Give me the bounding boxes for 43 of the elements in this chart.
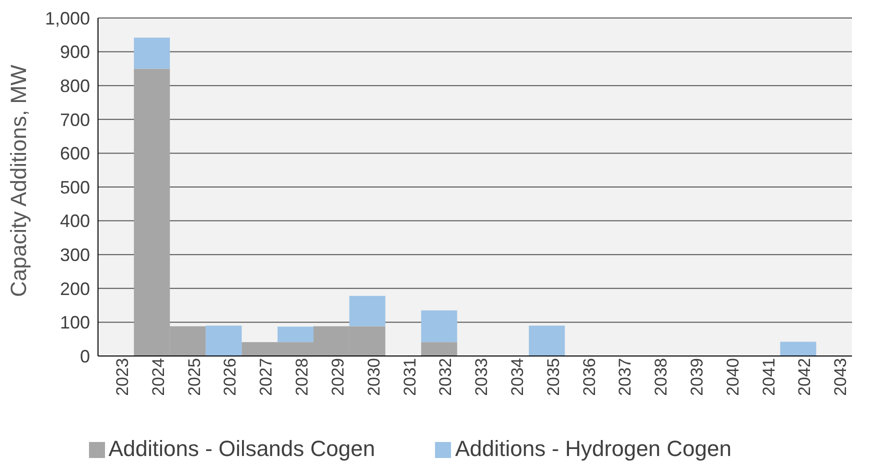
bar [206, 326, 242, 356]
bar [421, 342, 458, 356]
bar [528, 326, 565, 356]
y-tick-label: 700 [60, 110, 90, 130]
x-tick-label: 2042 [795, 358, 814, 396]
x-tick-label: 2036 [580, 358, 599, 396]
y-tick-label: 300 [60, 244, 90, 265]
x-tick-label: 2024 [148, 358, 168, 396]
x-tick-label: 2026 [220, 358, 240, 396]
bar [278, 326, 314, 342]
y-tick-label: 500 [60, 177, 90, 198]
bar [780, 342, 816, 356]
x-tick-label: 2039 [688, 358, 706, 396]
y-tick-label: 200 [60, 278, 90, 299]
x-tick-label: 2025 [184, 358, 204, 396]
y-tick-label: 0 [80, 346, 90, 366]
bar [349, 296, 386, 326]
x-tick-label: 2031 [400, 358, 420, 396]
bar [421, 310, 458, 342]
x-tick-label: 2029 [328, 358, 348, 396]
x-tick-label: 2043 [831, 358, 850, 396]
x-tick-label: 2041 [759, 358, 778, 396]
x-tick-label: 2040 [723, 358, 742, 396]
x-tick-label: 2027 [256, 358, 276, 396]
x-tick-label: 2037 [616, 358, 635, 396]
x-tick-label: 2032 [436, 358, 456, 396]
y-tick-label: 600 [60, 144, 90, 164]
x-tick-label: 2028 [292, 358, 312, 396]
y-tick-label: 800 [60, 76, 90, 96]
y-tick-label: 100 [60, 312, 90, 333]
x-tick-label: 2035 [544, 358, 563, 396]
y-axis-title: Capacity Additions, MW [6, 64, 31, 297]
y-tick-label: 1,000 [44, 8, 90, 28]
x-tick-label: 2023 [113, 358, 132, 396]
x-tick-label: 2030 [364, 358, 384, 396]
x-tick-label: 2033 [472, 358, 492, 396]
y-tick-label: 400 [60, 211, 90, 232]
x-tick-label: 2038 [652, 358, 671, 396]
bar [134, 38, 170, 69]
legend-label: Additions - Oilsands Cogen [108, 436, 376, 461]
y-tick-label: 900 [60, 42, 90, 62]
x-tick-label: 2034 [508, 358, 527, 396]
legend-label: Additions - Hydrogen Cogen [455, 436, 732, 461]
